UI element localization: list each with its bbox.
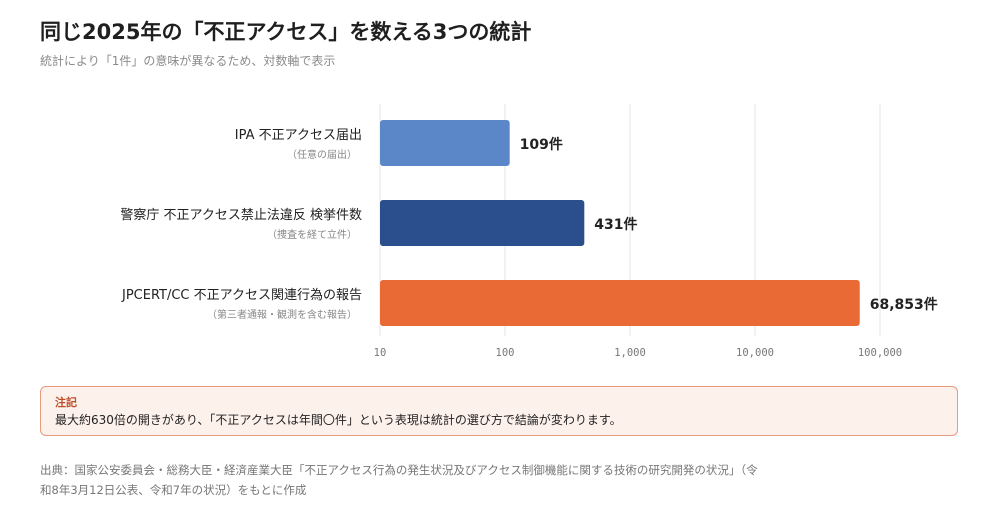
x-tick-label: 100,000 bbox=[858, 347, 902, 359]
chart-title: 同じ2025年の「不正アクセス」を数える3つの統計 bbox=[40, 20, 532, 44]
category-sublabel: （捜査を経て立件） bbox=[267, 228, 357, 241]
source-note: 出典：国家公安委員会・総務大臣・経済産業大臣「不正アクセス行為の発生状況及びアク… bbox=[40, 463, 758, 497]
bar bbox=[380, 120, 510, 166]
note-title: 注記 bbox=[55, 396, 77, 409]
data-label: 431件 bbox=[594, 216, 637, 233]
category-sublabel: （任意の届出） bbox=[287, 148, 357, 161]
x-tick-label: 10 bbox=[374, 347, 387, 359]
x-tick-label: 10,000 bbox=[736, 347, 774, 359]
x-tick-label: 1,000 bbox=[614, 347, 646, 359]
bar bbox=[380, 280, 860, 326]
bar bbox=[380, 200, 585, 246]
bar-chart: 10 100 1,000 10,000 100,000 IPA 不正アクセス届出 （任意の届… bbox=[120, 104, 938, 359]
x-tick-label: 100 bbox=[496, 347, 515, 359]
data-label: 109件 bbox=[520, 136, 563, 153]
chart-subtitle: 統計により「1件」の意味が異なるため、対数軸で表示 bbox=[40, 54, 336, 68]
note-text: 最大約630倍の開きがあり、「不正アクセスは年間〇件」という表現は統計の選び方で… bbox=[55, 413, 622, 427]
category-label: JPCERT/CC 不正アクセス関連行為の報告 bbox=[121, 287, 362, 303]
category-sublabel: （第三者通報・観測を含む報告） bbox=[207, 308, 357, 321]
category-label: IPA 不正アクセス届出 bbox=[235, 128, 362, 143]
data-label: 68,853件 bbox=[870, 296, 938, 313]
category-label: 警察庁 不正アクセス禁止法違反 検挙件数 bbox=[120, 207, 362, 223]
note-box: 注記 最大約630倍の開きがあり、「不正アクセスは年間〇件」という表現は統計の選… bbox=[40, 386, 958, 436]
